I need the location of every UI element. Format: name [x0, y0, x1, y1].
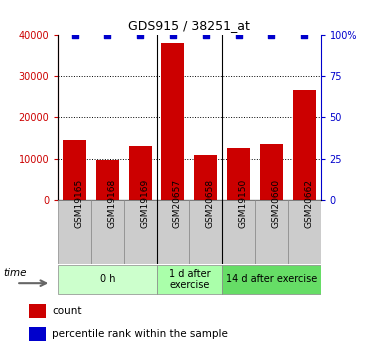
- Bar: [227, 148, 250, 200]
- Point: [104, 32, 110, 37]
- Bar: [58, 265, 157, 294]
- Bar: [63, 140, 86, 200]
- Point: [268, 32, 274, 37]
- Text: 14 d after exercise: 14 d after exercise: [226, 275, 317, 284]
- Text: GSM19150: GSM19150: [238, 179, 248, 228]
- Point: [236, 32, 242, 37]
- Text: 1 d after
exercise: 1 d after exercise: [169, 269, 210, 290]
- Text: GSM19168: GSM19168: [107, 179, 116, 228]
- Bar: [189, 200, 222, 264]
- Bar: [157, 265, 222, 294]
- Text: time: time: [3, 268, 26, 278]
- Text: GSM19169: GSM19169: [140, 179, 149, 228]
- Point: [137, 32, 143, 37]
- Bar: [288, 200, 321, 264]
- Text: GSM20660: GSM20660: [272, 179, 280, 228]
- Bar: [124, 200, 157, 264]
- Bar: [129, 146, 152, 200]
- Bar: [293, 90, 316, 200]
- Bar: [222, 265, 321, 294]
- Text: percentile rank within the sample: percentile rank within the sample: [53, 329, 228, 339]
- Text: 0 h: 0 h: [100, 275, 115, 284]
- Title: GDS915 / 38251_at: GDS915 / 38251_at: [128, 19, 250, 32]
- Bar: [255, 200, 288, 264]
- Point: [72, 32, 78, 37]
- Bar: [29, 304, 46, 318]
- Bar: [162, 43, 184, 200]
- Bar: [29, 327, 46, 341]
- Point: [301, 32, 307, 37]
- Bar: [260, 144, 283, 200]
- Bar: [91, 200, 124, 264]
- Text: count: count: [53, 306, 82, 316]
- Bar: [222, 200, 255, 264]
- Text: GSM20658: GSM20658: [206, 179, 215, 228]
- Point: [170, 32, 176, 37]
- Bar: [96, 160, 119, 200]
- Bar: [157, 200, 189, 264]
- Bar: [58, 200, 91, 264]
- Text: GSM20662: GSM20662: [304, 179, 313, 228]
- Point: [203, 32, 209, 37]
- Bar: [194, 155, 217, 200]
- Text: GSM20657: GSM20657: [173, 179, 182, 228]
- Text: GSM19165: GSM19165: [75, 179, 84, 228]
